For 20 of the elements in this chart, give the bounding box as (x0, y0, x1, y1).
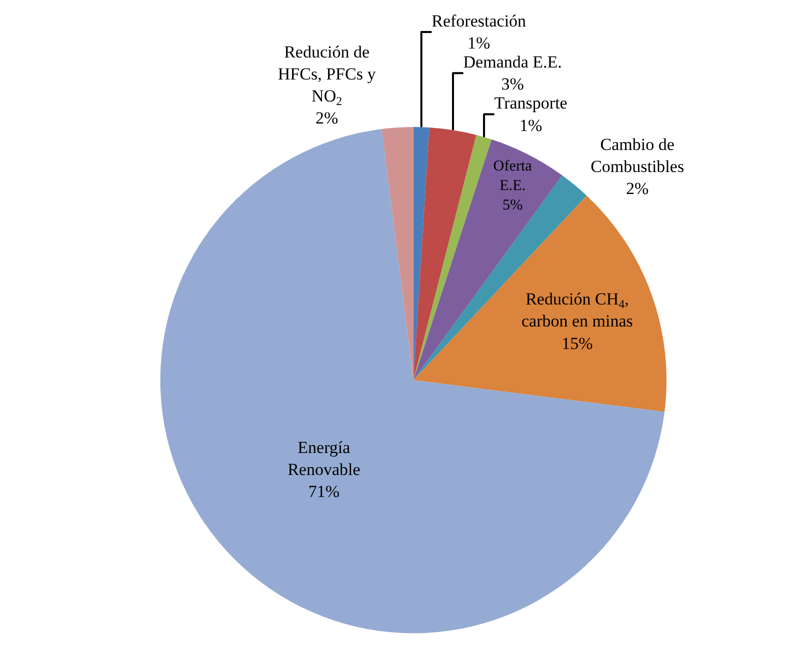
slice-label: Cambio de Combustibles (590, 134, 684, 176)
pie-slice (382, 127, 414, 380)
data-label: 15% (562, 334, 593, 353)
pie-slice (413, 196, 667, 412)
slice-label: Energía Renovable (288, 438, 360, 480)
slice-label: Transporte (494, 94, 568, 113)
pie-slice (413, 134, 492, 380)
pie-slice (413, 128, 476, 380)
data-label: 5% (502, 198, 524, 214)
data-label: 1% (519, 116, 542, 135)
data-label: 3% (501, 74, 524, 94)
data-label: 2% (315, 108, 338, 128)
data-label: 71% (308, 482, 340, 502)
data-label: 1% (468, 34, 490, 53)
slice-label: Reforestación (432, 11, 527, 30)
slice-label: Redución de HFCs, PFCs y NO$_{2}$ (278, 42, 376, 108)
slice-label: Redución CH$_{4}$, carbon en minas (522, 290, 633, 331)
data-label: 2% (626, 178, 649, 198)
slice-label: Demanda E.E. (463, 52, 562, 72)
slice-label: Oferta E.E. (493, 158, 532, 194)
